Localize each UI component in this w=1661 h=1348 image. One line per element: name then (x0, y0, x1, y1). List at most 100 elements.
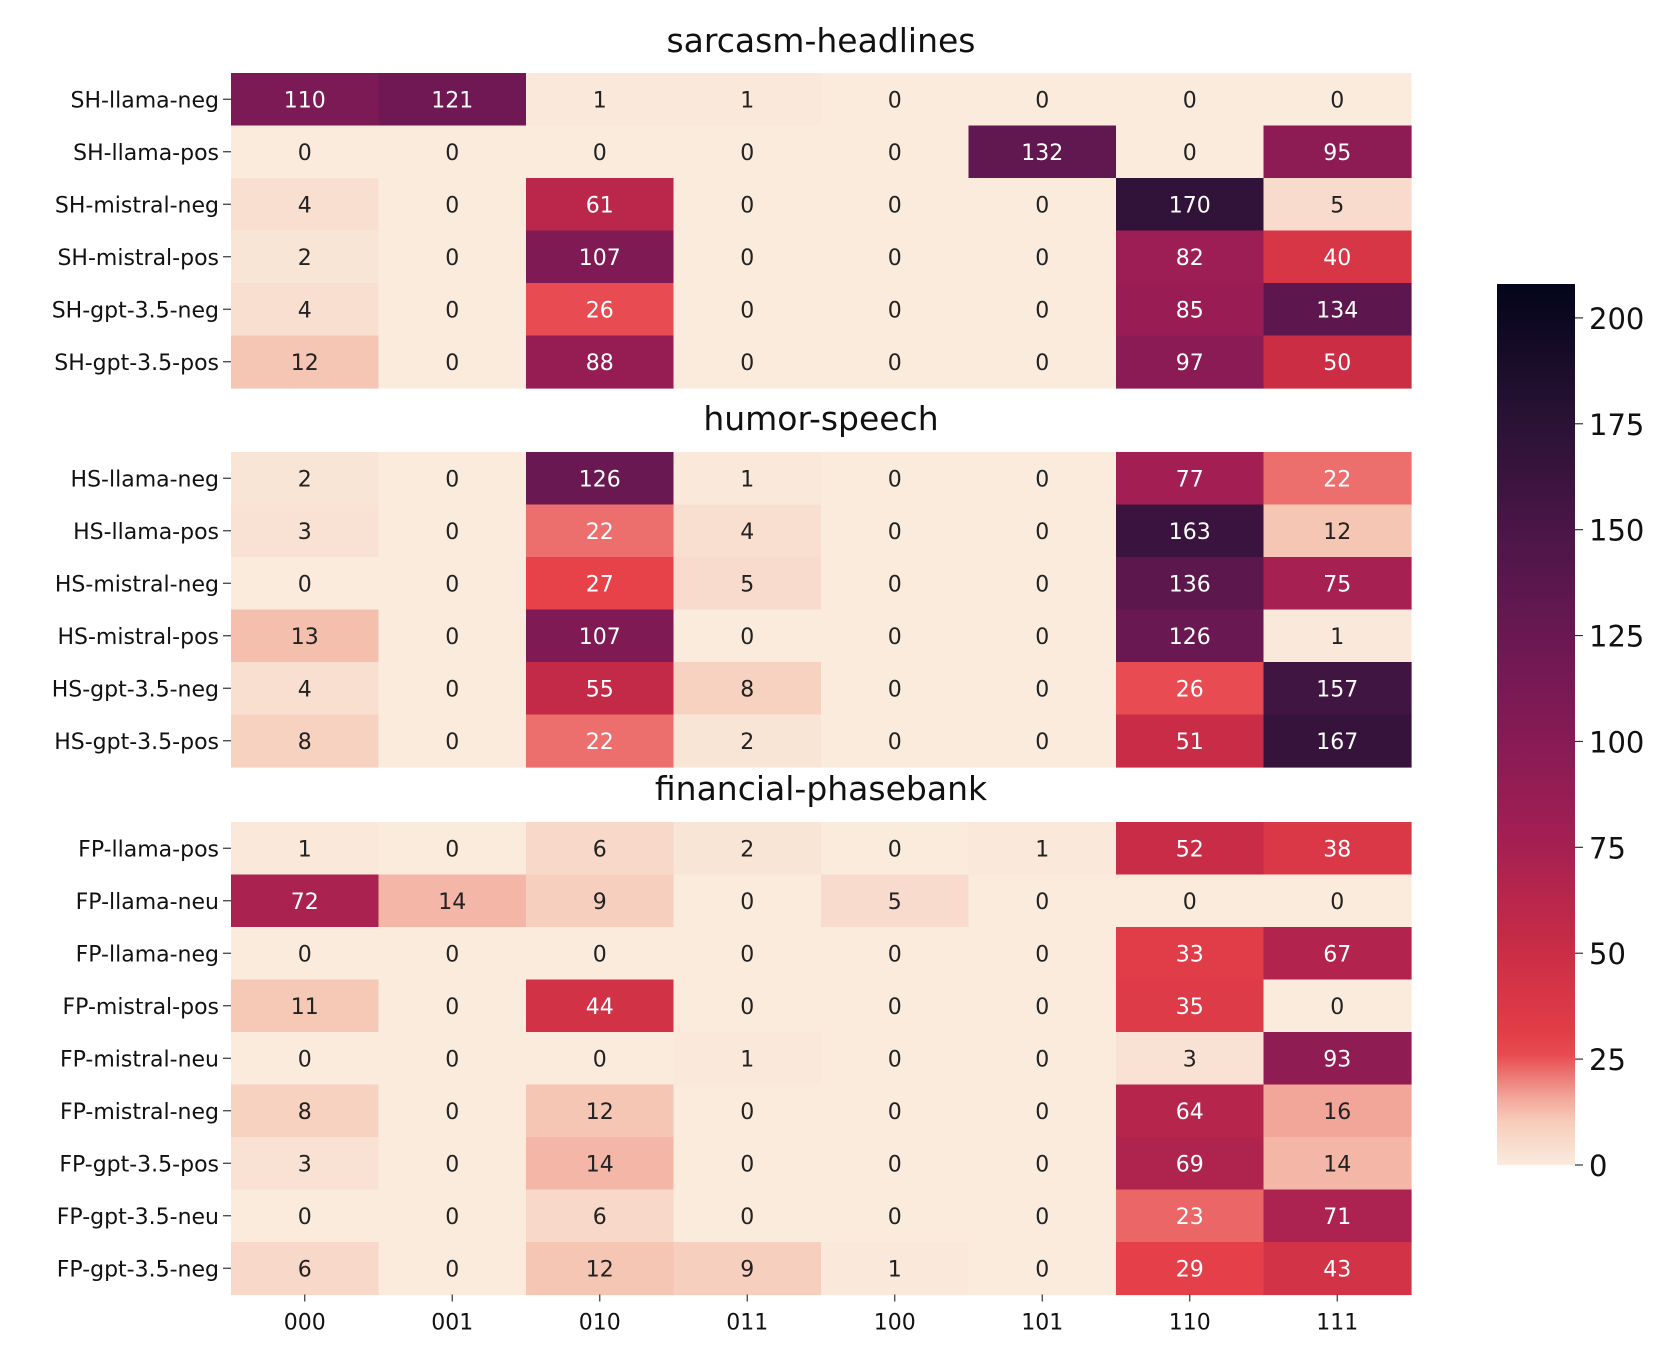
heatmap-cell (673, 178, 822, 232)
cell-value: 67 (1323, 942, 1351, 967)
heatmap-cell (526, 504, 675, 558)
cell-value: 4 (740, 520, 754, 545)
row-label: SH-llama-pos (73, 141, 219, 166)
colorbar-tick-label: 75 (1589, 831, 1626, 865)
heatmap-cell (673, 1137, 822, 1191)
heatmap-cell (378, 927, 527, 981)
heatmap-cell (673, 504, 822, 558)
cell-value: 0 (1035, 995, 1049, 1020)
cell-value: 64 (1176, 1100, 1204, 1125)
heatmap-cell (1116, 557, 1265, 611)
cell-value: 0 (445, 520, 459, 545)
cell-value: 22 (586, 730, 614, 755)
heatmap-cell (673, 609, 822, 663)
heatmap-cell (968, 283, 1117, 337)
cell-value: 126 (1169, 625, 1211, 650)
heatmap-cell (231, 1137, 380, 1191)
heatmap-cell (968, 1084, 1117, 1138)
heatmap-cell (673, 714, 822, 768)
cell-value: 16 (1323, 1100, 1351, 1125)
heatmap-cell (1263, 662, 1412, 716)
heatmap-cell (1116, 714, 1265, 768)
row-label: FP-mistral-neu (60, 1047, 219, 1072)
cell-value: 0 (1330, 88, 1344, 113)
heatmap-cell (821, 1242, 970, 1296)
row-label: HS-llama-neg (71, 467, 219, 492)
heatmap-cell (1263, 178, 1412, 232)
cell-value: 0 (888, 298, 902, 323)
cell-value: 2 (298, 467, 312, 492)
heatmap-cell (378, 178, 527, 232)
cell-value: 0 (888, 1100, 902, 1125)
heatmap-cell (378, 452, 527, 506)
cell-value: 4 (298, 298, 312, 323)
x-tick-label: 000 (284, 1311, 326, 1336)
heatmap-cell (821, 1189, 970, 1243)
heatmap-cell (968, 609, 1117, 663)
heatmap-cell (821, 1032, 970, 1086)
cell-value: 12 (1323, 520, 1351, 545)
row-label: HS-mistral-neg (55, 572, 219, 597)
cell-value: 121 (431, 88, 473, 113)
row-label: SH-mistral-neg (55, 193, 219, 218)
cell-value: 132 (1021, 141, 1063, 166)
heatmap-cell (968, 822, 1117, 876)
row-label: FP-mistral-pos (63, 995, 219, 1020)
row-label: FP-llama-pos (78, 837, 219, 862)
cell-value: 4 (298, 677, 312, 702)
heatmap-cell (968, 452, 1117, 506)
heatmap-cell (673, 1189, 822, 1243)
heatmap-cell (1116, 452, 1265, 506)
cell-value: 5 (740, 572, 754, 597)
cell-value: 3 (298, 1152, 312, 1177)
cell-value: 0 (740, 298, 754, 323)
cell-value: 0 (740, 193, 754, 218)
cell-value: 0 (888, 246, 902, 271)
heatmap-cell (968, 927, 1117, 981)
heatmap-cell (1263, 73, 1412, 127)
cell-value: 12 (291, 351, 319, 376)
row-label: FP-gpt-3.5-pos (59, 1152, 219, 1177)
cell-value: 29 (1176, 1257, 1204, 1282)
cell-value: 4 (298, 193, 312, 218)
heatmap-cell (673, 874, 822, 928)
cell-value: 6 (298, 1257, 312, 1282)
heatmap-cell (673, 73, 822, 127)
colorbar-tick-label: 200 (1589, 302, 1644, 336)
heatmap-cell (231, 1242, 380, 1296)
heatmap-cell (378, 1084, 527, 1138)
cell-value: 0 (740, 1100, 754, 1125)
cell-value: 23 (1176, 1205, 1204, 1230)
cell-value: 40 (1323, 246, 1351, 271)
heatmap-cell (526, 1189, 675, 1243)
cell-value: 0 (740, 351, 754, 376)
heatmap-cell (968, 979, 1117, 1033)
cell-value: 0 (740, 890, 754, 915)
cell-value: 12 (586, 1257, 614, 1282)
cell-value: 61 (586, 193, 614, 218)
cell-value: 0 (888, 942, 902, 967)
heatmap-cell (231, 73, 380, 127)
heatmap-cell (821, 230, 970, 284)
cell-value: 8 (298, 730, 312, 755)
heatmap-cell (968, 1032, 1117, 1086)
heatmap-cell (968, 1242, 1117, 1296)
heatmap-cell (821, 283, 970, 337)
cell-value: 1 (888, 1257, 902, 1282)
cell-value: 0 (1035, 890, 1049, 915)
heatmap-cell (526, 1242, 675, 1296)
cell-value: 43 (1323, 1257, 1351, 1282)
cell-value: 33 (1176, 942, 1204, 967)
heatmap-cell (1263, 125, 1412, 179)
heatmap-cell (1263, 283, 1412, 337)
x-tick-label: 010 (579, 1311, 621, 1336)
cell-value: 0 (888, 1205, 902, 1230)
cell-value: 0 (298, 141, 312, 166)
heatmap-cell (526, 557, 675, 611)
heatmap-cell (231, 662, 380, 716)
heatmap-cell (526, 874, 675, 928)
cell-value: 1 (740, 88, 754, 113)
cell-value: 163 (1169, 520, 1211, 545)
heatmap-cell (821, 1084, 970, 1138)
heatmap-cell (968, 1189, 1117, 1243)
